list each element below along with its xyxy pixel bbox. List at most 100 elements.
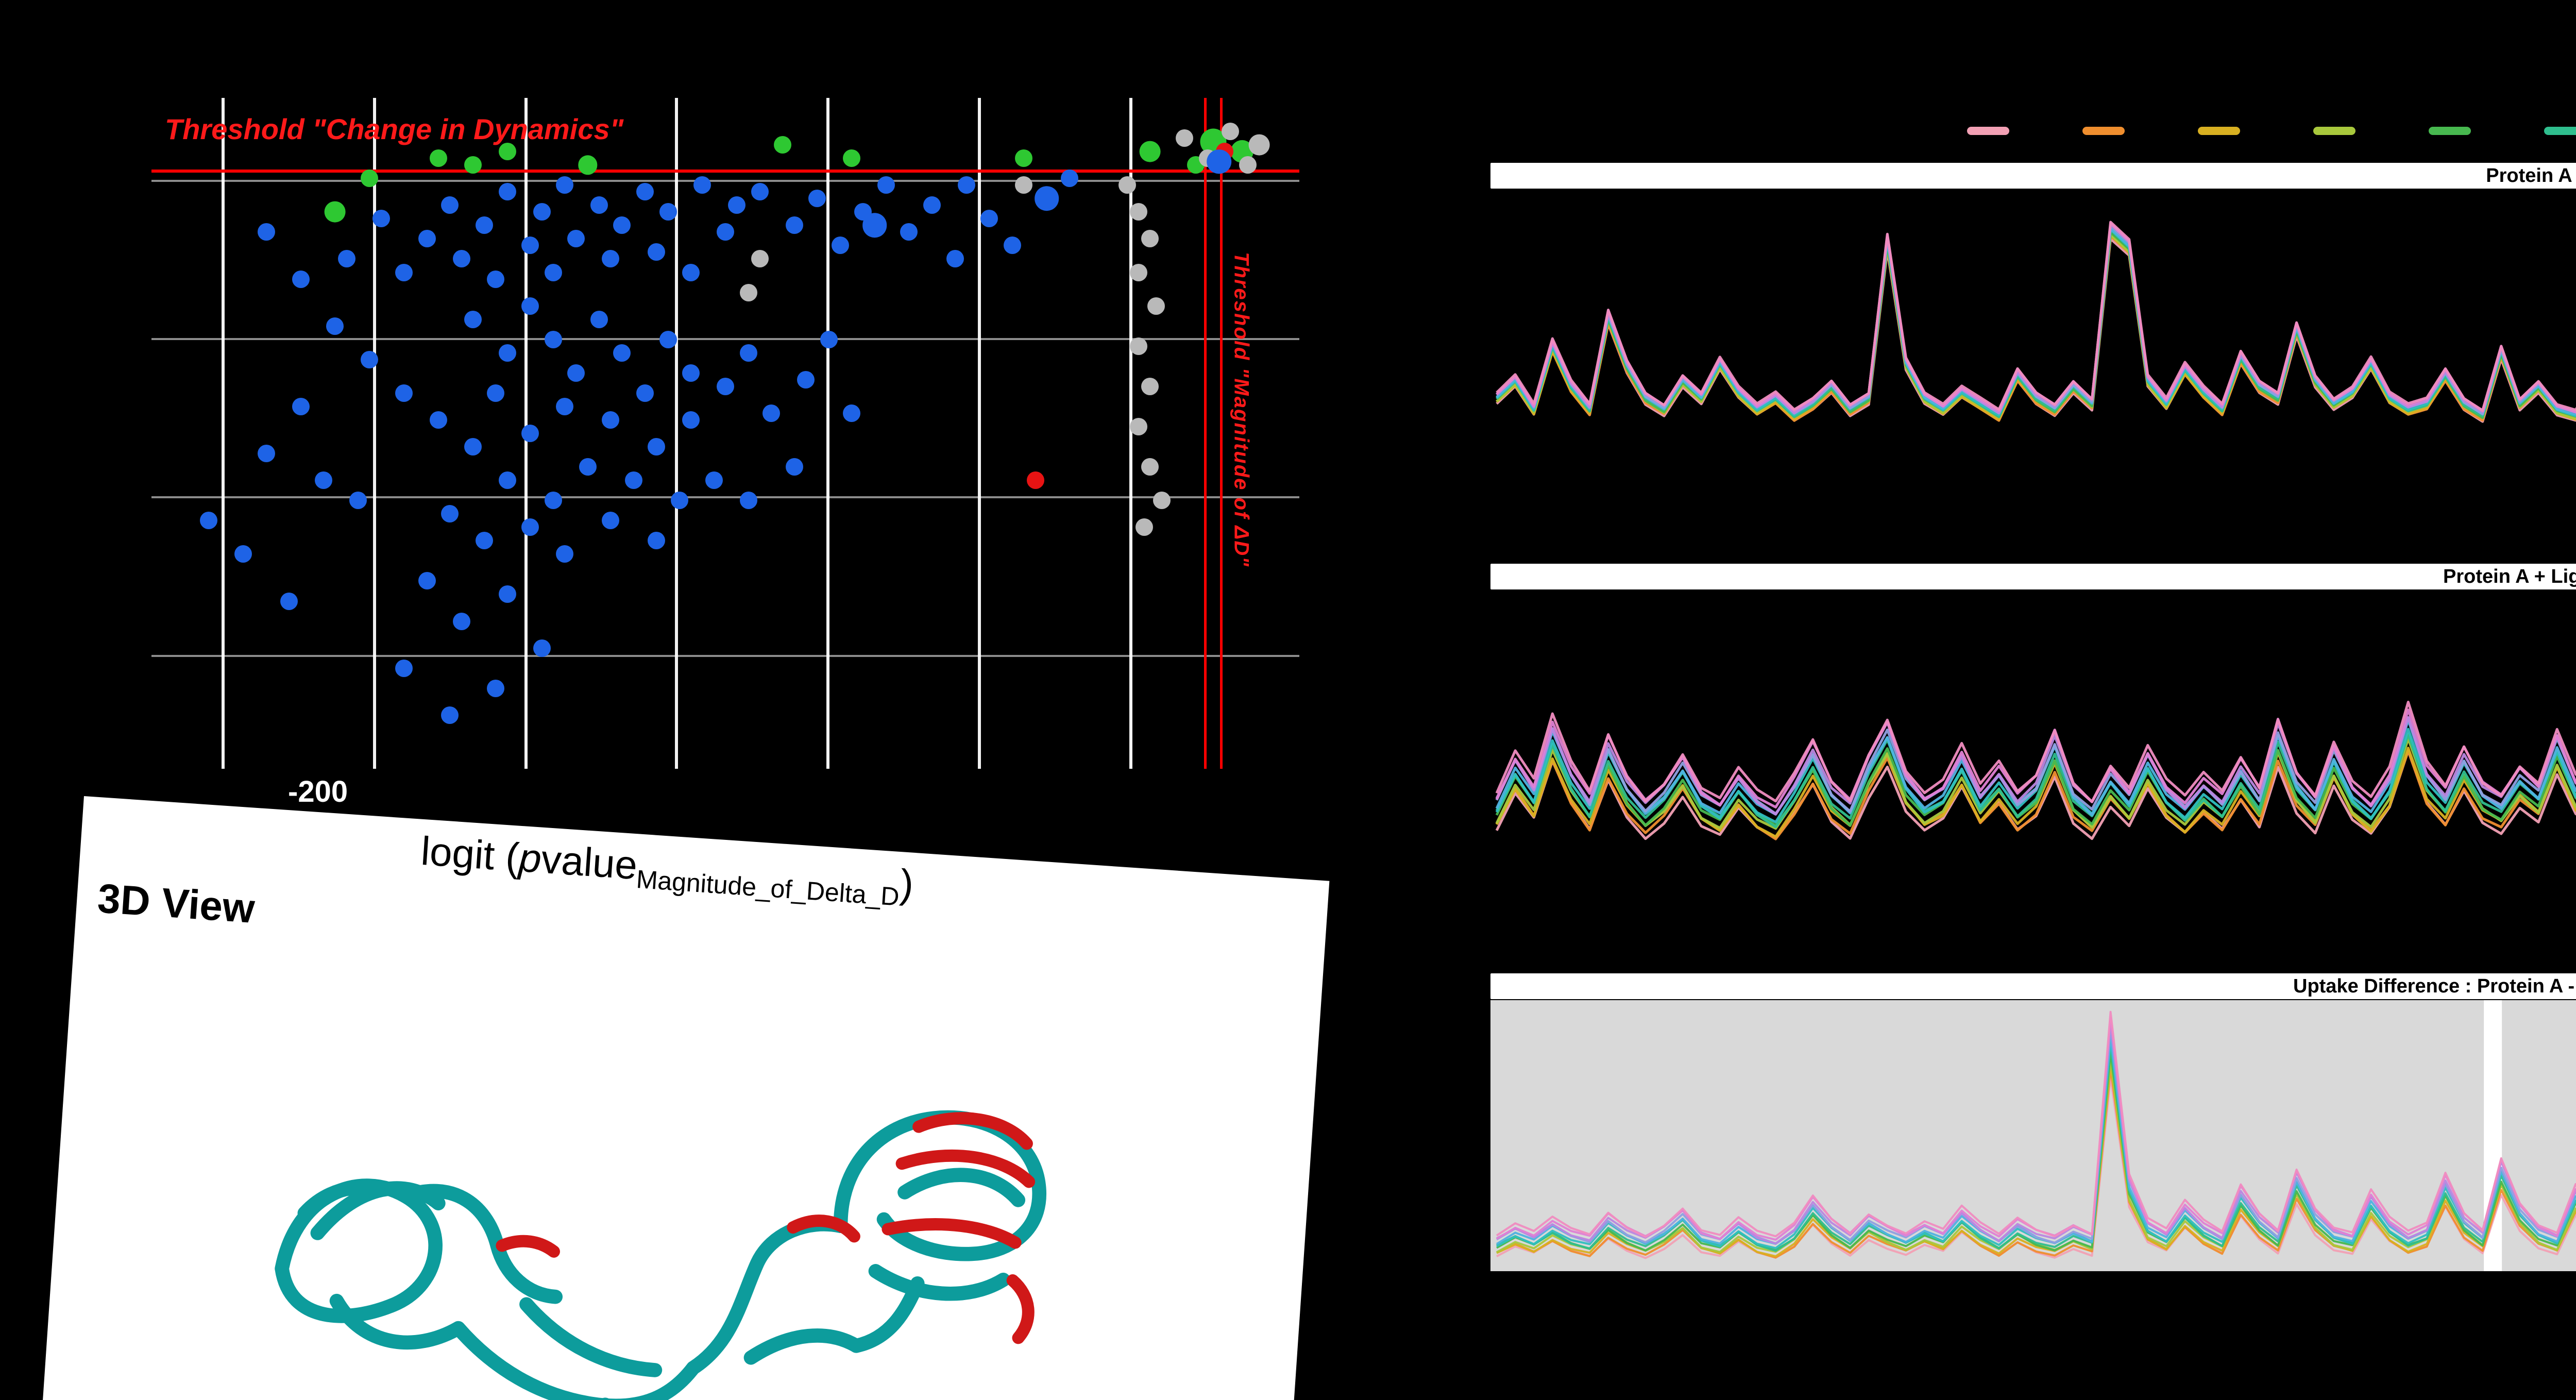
scatter-point[interactable] <box>1136 518 1154 536</box>
scatter-point[interactable] <box>521 425 539 442</box>
scatter-point[interactable] <box>682 411 700 429</box>
scatter-point[interactable] <box>693 176 711 194</box>
volcano-plot-area[interactable]: Threshold "Change in Dynamics" Threshold… <box>151 98 1299 769</box>
scatter-point[interactable] <box>590 310 608 328</box>
scatter-point[interactable] <box>843 404 861 422</box>
scatter-point[interactable] <box>578 155 598 175</box>
scatter-point[interactable] <box>957 176 975 194</box>
scatter-point[interactable] <box>487 384 505 402</box>
scatter-point[interactable] <box>498 344 516 362</box>
scatter-point[interactable] <box>820 330 838 348</box>
scatter-point[interactable] <box>739 344 757 362</box>
scatter-point[interactable] <box>1026 471 1044 490</box>
scatter-point[interactable] <box>452 250 470 268</box>
scatter-point[interactable] <box>739 283 757 301</box>
scatter-point[interactable] <box>1061 170 1079 188</box>
scatter-point[interactable] <box>487 679 505 697</box>
scatter-point[interactable] <box>533 203 551 221</box>
scatter-point[interactable] <box>796 370 815 389</box>
scatter-point[interactable] <box>980 210 998 228</box>
scatter-point[interactable] <box>1130 337 1148 355</box>
scatter-point[interactable] <box>648 532 666 550</box>
scatter-point[interactable] <box>315 471 333 490</box>
scatter-point[interactable] <box>762 404 781 422</box>
scatter-point[interactable] <box>1222 123 1240 141</box>
scatter-point[interactable] <box>579 458 597 476</box>
scatter-point[interactable] <box>533 639 551 657</box>
scatter-point[interactable] <box>1141 377 1159 395</box>
scatter-point[interactable] <box>498 143 516 161</box>
scatter-point[interactable] <box>1130 203 1148 221</box>
scatter-point[interactable] <box>257 223 275 241</box>
scatter-point[interactable] <box>326 317 344 335</box>
scatter-point[interactable] <box>441 706 459 724</box>
scatter-point[interactable] <box>751 250 769 268</box>
scatter-point[interactable] <box>418 230 436 248</box>
scatter-point[interactable] <box>349 492 367 510</box>
scatter-point[interactable] <box>1239 156 1257 174</box>
scatter-point[interactable] <box>739 492 757 510</box>
scatter-point[interactable] <box>624 471 642 490</box>
scatter-point[interactable] <box>877 176 895 194</box>
scatter-point[interactable] <box>200 512 218 530</box>
scatter-point[interactable] <box>521 518 539 536</box>
scatter-point[interactable] <box>808 190 826 208</box>
scatter-point[interactable] <box>1153 492 1171 510</box>
scatter-point[interactable] <box>234 545 252 563</box>
scatter-point[interactable] <box>418 572 436 590</box>
scatter-point[interactable] <box>544 263 562 281</box>
scatter-point[interactable] <box>498 585 516 603</box>
scatter-point[interactable] <box>923 196 941 214</box>
scatter-point[interactable] <box>325 201 346 223</box>
scatter-point[interactable] <box>464 438 482 456</box>
scatter-point[interactable] <box>361 350 379 368</box>
scatter-point[interactable] <box>751 183 769 201</box>
scatter-point[interactable] <box>1118 176 1136 194</box>
scatter-point[interactable] <box>648 243 666 261</box>
scatter-point[interactable] <box>785 216 803 234</box>
scatter-point[interactable] <box>464 156 482 174</box>
scatter-point[interactable] <box>590 196 608 214</box>
scatter-point[interactable] <box>395 659 413 677</box>
scatter-point[interactable] <box>831 237 849 255</box>
scatter-point[interactable] <box>498 471 516 490</box>
scatter-point[interactable] <box>728 196 746 214</box>
scatter-point[interactable] <box>1004 237 1021 255</box>
scatter-point[interactable] <box>464 310 482 328</box>
scatter-point[interactable] <box>441 196 459 214</box>
scatter-point[interactable] <box>1015 149 1033 167</box>
scatter-point[interactable] <box>498 183 516 201</box>
scatter-point[interactable] <box>430 411 447 429</box>
scatter-point[interactable] <box>361 170 379 188</box>
scatter-point[interactable] <box>1130 417 1148 435</box>
scatter-point[interactable] <box>430 149 447 167</box>
scatter-point[interactable] <box>1130 263 1148 281</box>
scatter-point[interactable] <box>1147 297 1165 315</box>
scatter-point[interactable] <box>705 471 723 490</box>
scatter-point[interactable] <box>567 230 585 248</box>
scatter-point[interactable] <box>900 223 918 241</box>
scatter-point[interactable] <box>602 512 620 530</box>
scatter-point[interactable] <box>659 203 677 221</box>
scatter-point[interactable] <box>1139 141 1161 162</box>
uptake-difference-plot[interactable] <box>1490 999 2576 1272</box>
scatter-point[interactable] <box>659 330 677 348</box>
scatter-point[interactable] <box>613 216 631 234</box>
scatter-point[interactable] <box>613 344 631 362</box>
scatter-point[interactable] <box>521 297 539 315</box>
scatter-point[interactable] <box>1207 149 1231 174</box>
scatter-point[interactable] <box>1176 129 1194 147</box>
scatter-point[interactable] <box>257 445 275 463</box>
scatter-point[interactable] <box>476 216 494 234</box>
scatter-point[interactable] <box>774 136 792 154</box>
scatter-point[interactable] <box>1141 230 1159 248</box>
scatter-point[interactable] <box>556 176 574 194</box>
uptake-plot-protein-a-ligand[interactable] <box>1490 589 2576 973</box>
scatter-point[interactable] <box>843 149 861 167</box>
scatter-point[interactable] <box>602 250 620 268</box>
scatter-point[interactable] <box>395 263 413 281</box>
scatter-point[interactable] <box>670 492 688 510</box>
scatter-point[interactable] <box>717 223 734 241</box>
scatter-point[interactable] <box>292 397 310 415</box>
scatter-point[interactable] <box>946 250 964 268</box>
